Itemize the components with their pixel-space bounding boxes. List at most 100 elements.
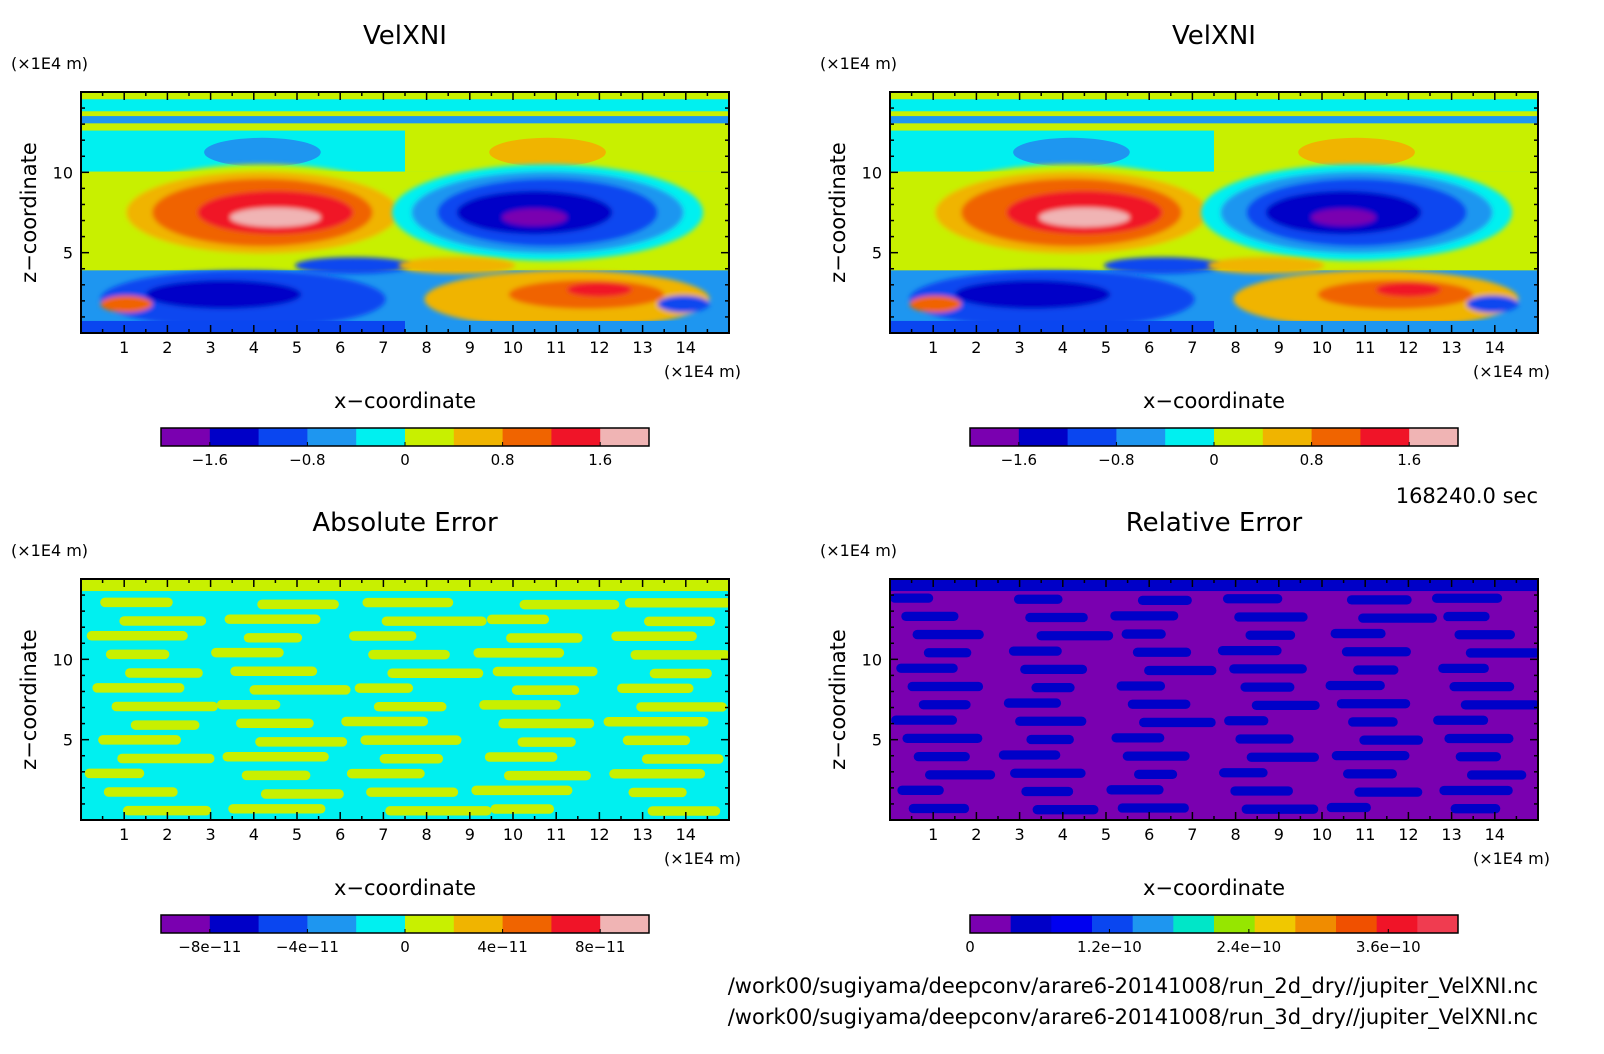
error-patch — [647, 806, 721, 816]
colorbar-tick-label: −0.8 — [1098, 451, 1134, 469]
error-patch — [1230, 786, 1293, 796]
x-tick-label: 9 — [465, 338, 475, 357]
error-patch — [224, 614, 321, 624]
error-patch — [117, 753, 215, 764]
error-patch — [84, 768, 145, 779]
error-patch — [1121, 629, 1166, 639]
error-patch — [649, 668, 712, 679]
x-tick-label: 11 — [1355, 825, 1375, 844]
error-patch — [1008, 646, 1062, 656]
x-tick-label: 14 — [1485, 825, 1505, 844]
y-axis-unit: (×1E4 m) — [11, 54, 88, 73]
x-tick-label: 6 — [1144, 825, 1154, 844]
error-patch — [1240, 682, 1295, 692]
error-patch — [1021, 786, 1074, 797]
error-patch — [1251, 700, 1320, 710]
x-tick-label: 14 — [676, 825, 696, 844]
error-patch — [1133, 769, 1178, 779]
colorbar-tick-label: 0 — [965, 938, 975, 956]
error-patch — [111, 701, 218, 712]
error-patch — [609, 769, 706, 779]
x-tick-label: 13 — [1441, 338, 1461, 357]
error-patch — [519, 599, 620, 610]
error-patch — [1342, 769, 1397, 779]
bottom-strip-left — [890, 320, 1214, 333]
error-patch — [1455, 752, 1502, 762]
colorbar-tick-label: 2.4e−10 — [1216, 938, 1281, 956]
x-tick-label: 14 — [1485, 338, 1505, 357]
error-patch — [1245, 630, 1296, 640]
top-lime-strip — [81, 579, 729, 592]
error-patch — [100, 597, 173, 608]
error-patch — [1031, 682, 1075, 693]
y-tick-label: 10 — [53, 650, 73, 669]
colorbar-tick-label: −8e−11 — [178, 938, 241, 956]
x-tick-label: 2 — [162, 338, 172, 357]
blob-upper-left — [1013, 137, 1130, 167]
colorbar-swatch — [970, 915, 1012, 933]
error-patch — [1348, 717, 1398, 727]
error-patch — [346, 768, 425, 779]
core-left-pink — [230, 207, 321, 227]
x-tick-label: 11 — [1355, 338, 1375, 357]
error-patch — [1466, 770, 1527, 780]
lower-left-blue-spot — [294, 257, 412, 274]
colorbar-swatch — [1417, 915, 1459, 933]
bottom-strip-right — [1214, 320, 1538, 333]
x-tick-label: 9 — [465, 825, 475, 844]
error-patch — [908, 803, 970, 814]
colorbar-swatch — [356, 428, 406, 446]
lower-right — [398, 257, 710, 329]
error-patch — [92, 683, 185, 693]
error-patch — [1439, 785, 1513, 796]
y-tick-label: 5 — [872, 731, 882, 750]
x-tick-label: 11 — [546, 825, 566, 844]
x-tick-label: 12 — [589, 338, 609, 357]
x-tick-label: 8 — [422, 825, 432, 844]
colorbar-swatch — [258, 428, 308, 446]
x-tick-label: 5 — [292, 825, 302, 844]
colorbar-swatch — [1336, 915, 1378, 933]
error-patch — [255, 737, 348, 747]
colorbar-swatch — [356, 915, 406, 933]
colorbar-swatch — [1360, 428, 1410, 446]
error-patch — [230, 666, 318, 676]
colorbar-swatch — [307, 915, 357, 933]
core-left — [106, 164, 418, 261]
error-patch — [1460, 700, 1538, 710]
y-tick-label: 5 — [872, 244, 882, 263]
colorbar-swatch — [600, 428, 650, 446]
error-patch — [1003, 698, 1062, 708]
x-axis-unit: (×1E4 m) — [1473, 849, 1550, 868]
error-patch — [1353, 665, 1399, 675]
error-patch — [368, 649, 450, 660]
colorbar-swatch — [1173, 915, 1215, 933]
x-tick-label: 7 — [1187, 825, 1197, 844]
error-patch — [511, 685, 580, 695]
error-patch — [891, 715, 958, 725]
colorbar-swatch — [551, 915, 601, 933]
colorbar-swatch — [1092, 915, 1134, 933]
error-patch — [381, 616, 487, 626]
x-tick-label: 4 — [1058, 825, 1068, 844]
panel-velxni-left: VelXNI (×1E4 m) (×1E4 m) x−coordinate z−coor… — [11, 21, 741, 469]
error-patch — [349, 631, 417, 641]
colorbar-swatch — [1010, 915, 1052, 933]
error-patch — [1020, 664, 1088, 675]
colorbar-tick-label: 1.6 — [588, 451, 612, 469]
y-tick-label: 10 — [862, 163, 882, 182]
error-patch — [1433, 715, 1489, 725]
error-patch — [1222, 594, 1283, 604]
colorbar-swatch — [1116, 428, 1166, 446]
blob-upper-right — [489, 137, 606, 167]
error-patch — [1235, 734, 1294, 744]
x-axis-label: x−coordinate — [334, 389, 476, 413]
error-patch — [924, 770, 996, 780]
field-fills — [81, 92, 729, 333]
x-tick-label: 5 — [1101, 338, 1111, 357]
thin-blue-band — [81, 116, 729, 124]
colorbar-swatch — [1254, 915, 1296, 933]
time-label: 168240.0 sec — [1396, 484, 1538, 508]
error-patch — [1465, 648, 1538, 658]
